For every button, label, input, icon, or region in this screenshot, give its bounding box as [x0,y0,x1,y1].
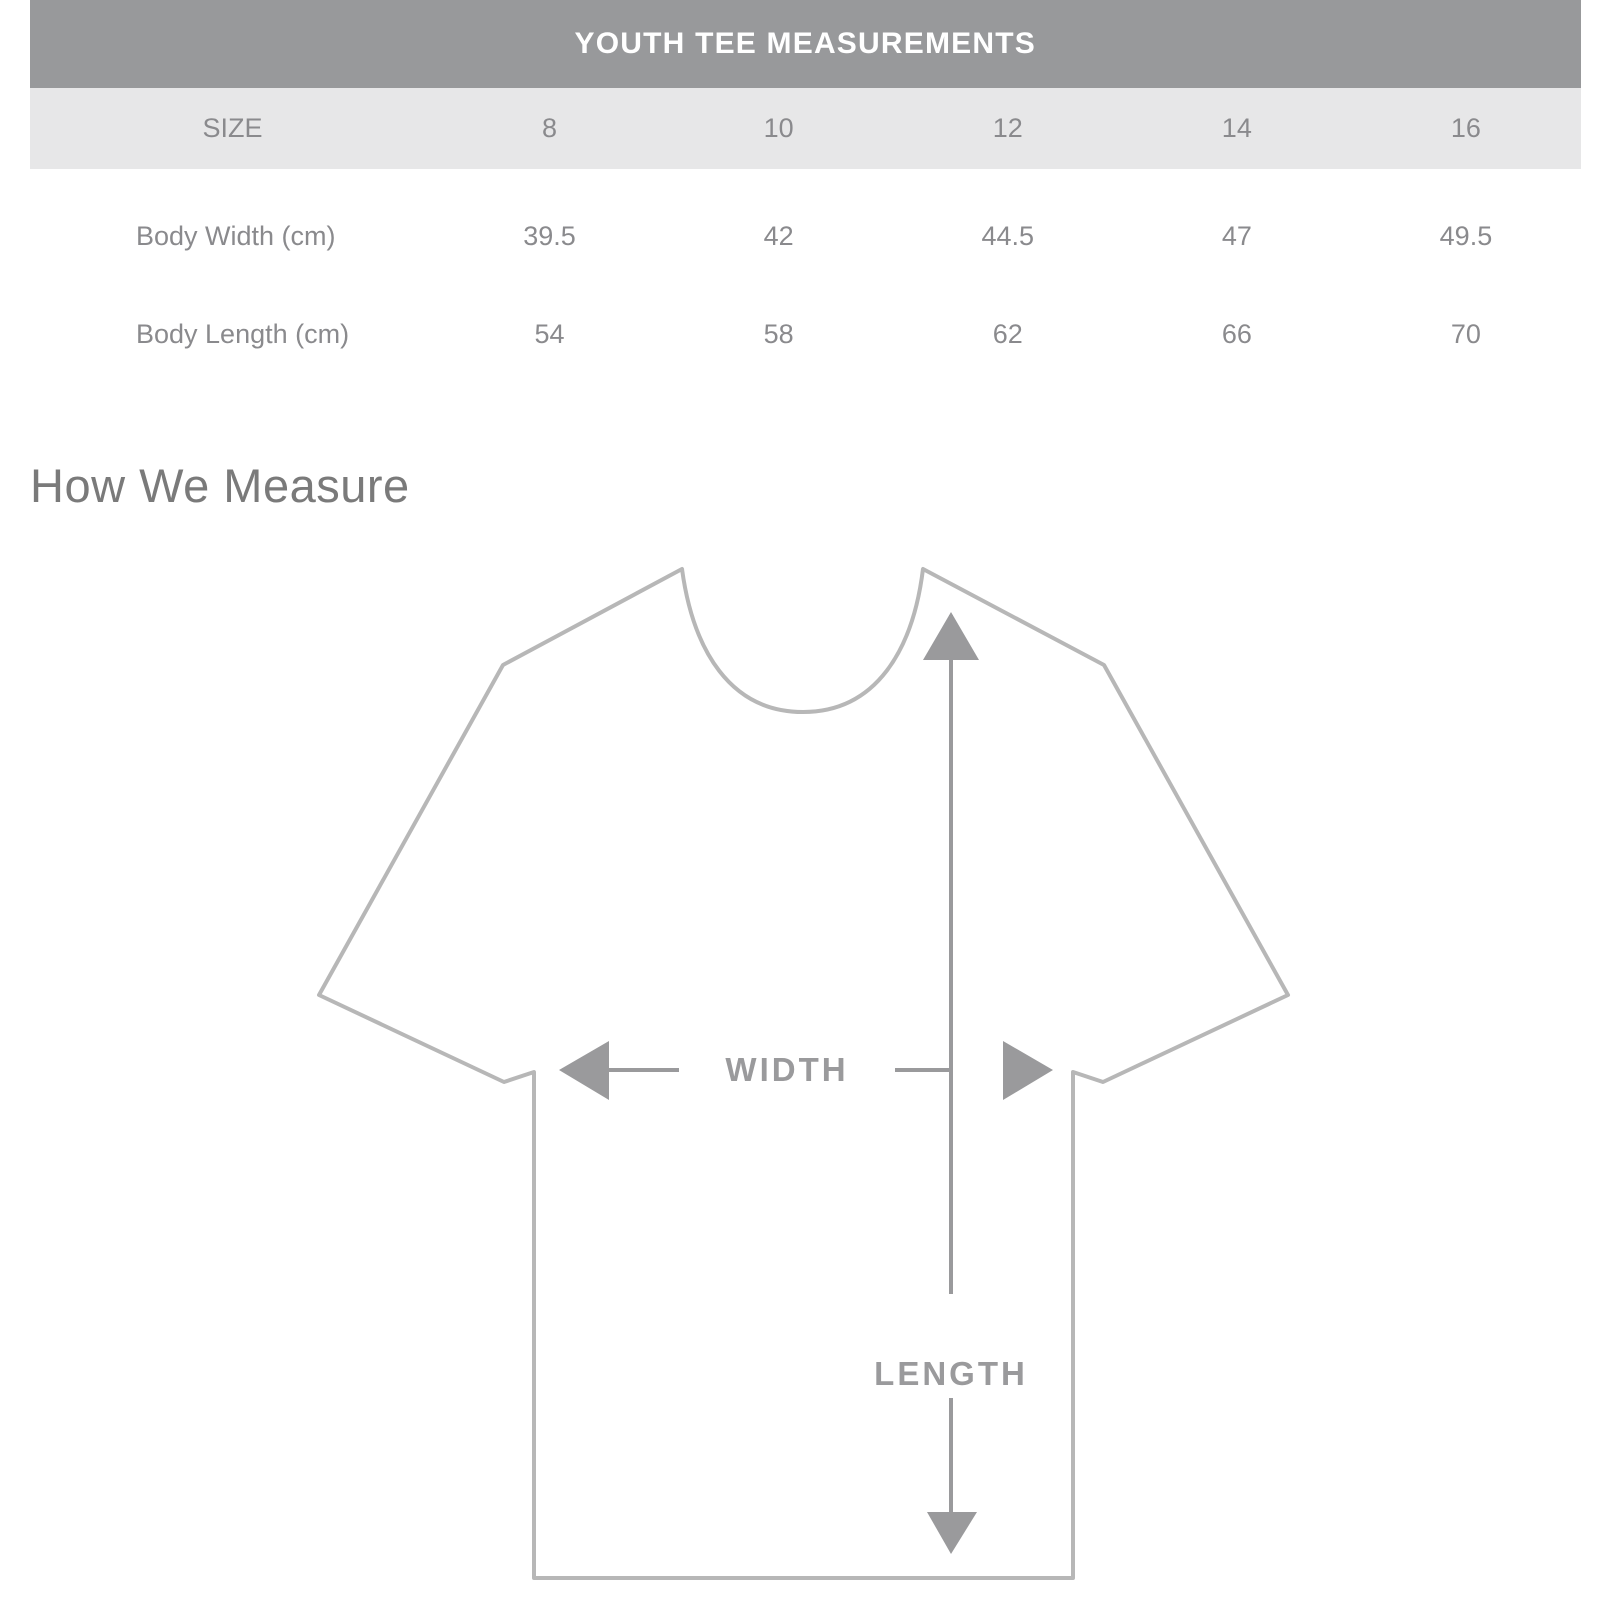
svg-text:WIDTH: WIDTH [725,1051,848,1088]
svg-text:LENGTH: LENGTH [874,1355,1028,1392]
